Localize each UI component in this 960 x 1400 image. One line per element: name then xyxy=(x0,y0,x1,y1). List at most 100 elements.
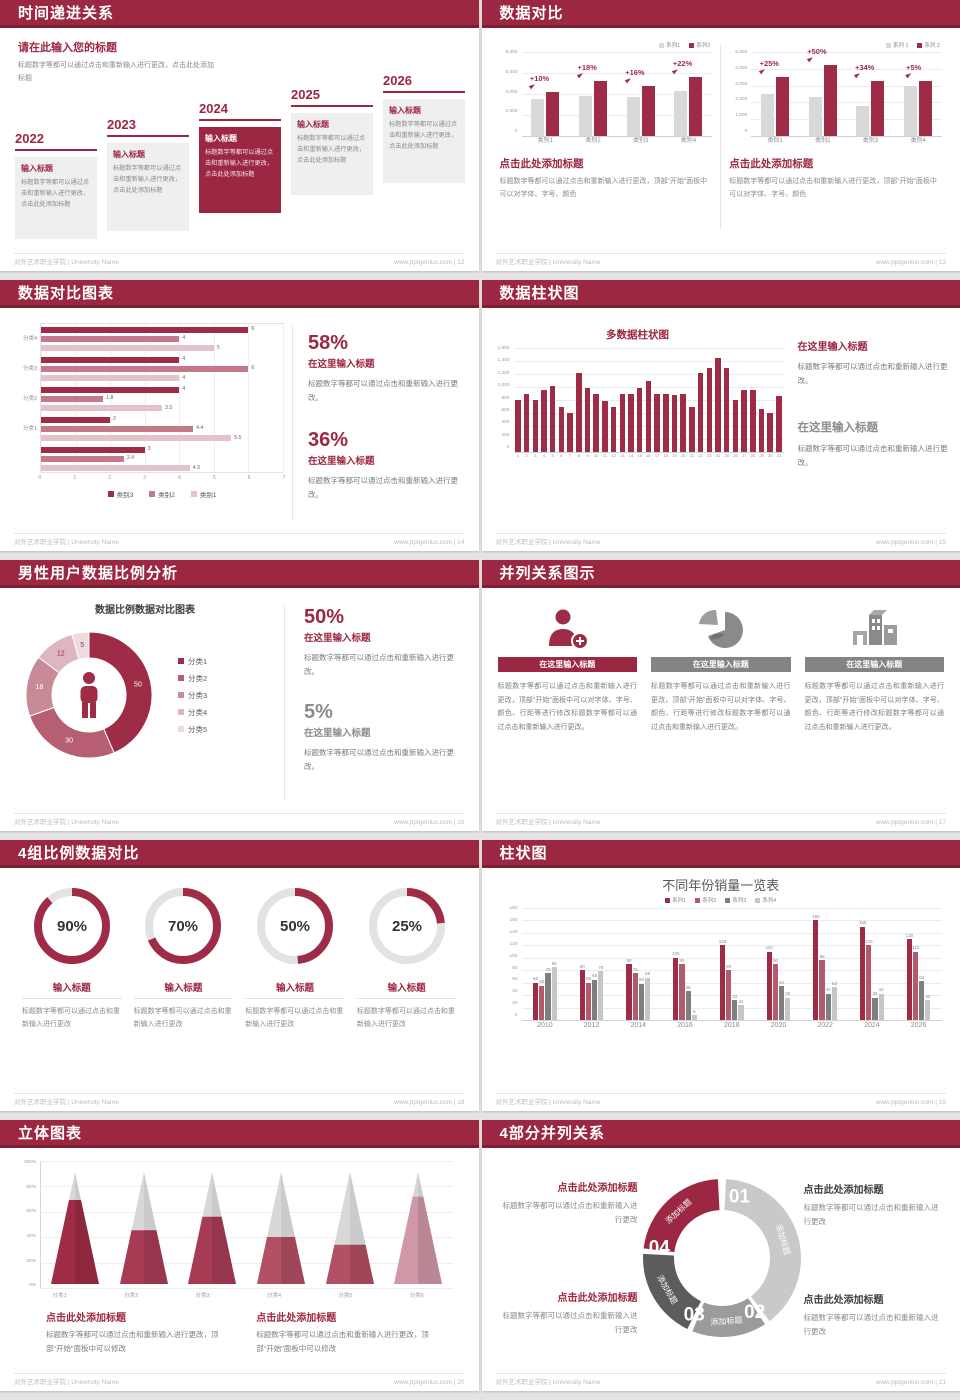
timeline-step: 2025 输入标题 标题数字等都可以通过点击和重新输入进行更改，点击此处添加标题 xyxy=(291,87,373,195)
pie-3d-icon xyxy=(651,601,791,657)
bar-group xyxy=(688,348,697,452)
bar-value-label: 4 xyxy=(182,386,186,393)
legend-swatch xyxy=(689,42,695,48)
slide-17[interactable]: 并列关系图示 在这里输入标题 标题数字等都可以通过点击和重新输入进行更改，顶部“… xyxy=(481,560,960,831)
block-body: 标题数字等都可以通过点击和重新输入进行更改，顶部“开始”面板中可以对字体、字号、… xyxy=(499,178,708,198)
legend-item: 分类3 xyxy=(178,690,207,701)
bar-group xyxy=(522,348,531,452)
bar-group xyxy=(696,348,705,452)
slide-header: 时间递进关系 xyxy=(0,0,479,28)
bar-value-label: 1.8 xyxy=(106,395,114,402)
vc-bw: 36 xyxy=(872,908,878,1020)
legend-swatch xyxy=(190,491,197,497)
footer-right: www.pptgenius.com | 15 xyxy=(875,539,946,546)
div xyxy=(41,1211,453,1213)
vc-bw: 150 xyxy=(859,908,866,1020)
bar xyxy=(598,971,604,1020)
vc-bw xyxy=(723,348,730,452)
bar-group xyxy=(531,348,540,452)
step-box-body: 标题数字等都可以通过点击和重新输入进行更改，点击此处添加标题 xyxy=(297,135,366,164)
text: 02 xyxy=(744,1302,765,1323)
legend-label: 类别2 xyxy=(158,492,175,499)
bar xyxy=(719,945,726,1020)
vc-bw xyxy=(558,348,565,452)
bar xyxy=(663,393,669,452)
bar xyxy=(823,65,837,136)
bar xyxy=(523,393,530,452)
bar xyxy=(732,400,739,452)
bar-group xyxy=(557,348,566,452)
bar xyxy=(41,326,249,333)
vc-bw: 120 xyxy=(865,908,873,1020)
bar-value-label: 100 xyxy=(671,951,680,957)
slide-16[interactable]: 男性用户数据比例分析 数据比例数据对比图表 50 30 18 12 5 分类1 分类2 分类3… xyxy=(0,560,479,831)
vc-bw xyxy=(523,348,530,452)
bar-group xyxy=(574,348,583,452)
slide-12[interactable]: 时间递进关系 请在此输入您的标题 标题数字等都可以通过点击和重新输入进行更改，点… xyxy=(0,0,479,271)
circle xyxy=(145,888,222,964)
vc-grid xyxy=(521,1007,942,1009)
slide-21[interactable]: 4部分并列关系 点击此处添加标题 标题数字等都可以通过点击和重新输入进行更改 点… xyxy=(481,1120,960,1391)
block-heading: 点击此处添加标题 xyxy=(729,158,814,171)
text-block: 点击此处添加标题 标题数字等都可以通过点击和重新输入进行更改 xyxy=(498,1289,638,1338)
slide-footer: 对外艺术职业学院 | University Name www.pptgenius… xyxy=(495,253,946,266)
x-tick: 类别1 xyxy=(537,138,554,144)
annotation-text: +25% xyxy=(759,59,779,69)
slide-footer: 对外艺术职业学院 | University Name www.pptgenius… xyxy=(495,1373,946,1386)
bar xyxy=(632,973,638,1020)
slide-14[interactable]: 数据对比图表 分类4 分类3 分类2 分类1 6 4 5 4 6 4 4 1.8 3.5 2 4.4 5.5 3… xyxy=(0,280,479,551)
bar-group: 3 2.4 4.3 xyxy=(41,444,283,474)
text-column: 在这里输入标题 标题数字等都可以通过点击和重新输入进行更改。 在这里输入标题 标… xyxy=(798,335,950,470)
step-box-title: 输入标题 xyxy=(113,150,145,159)
x-tick: 分类6 xyxy=(409,1293,424,1299)
block-label: 在这里输入标题 xyxy=(797,342,868,353)
rect xyxy=(80,686,98,703)
polygon xyxy=(257,1236,306,1284)
group-label: 分类2 xyxy=(22,396,37,402)
bar xyxy=(41,336,180,342)
slide-19[interactable]: 柱状图 不同年份销量一览表 系列1 系列2 系列3 系列4 180 160 140 120 10… xyxy=(481,840,960,1111)
cone xyxy=(178,1166,247,1288)
text: 25% xyxy=(392,918,422,935)
div xyxy=(41,1288,453,1289)
hc-row: 4.3 xyxy=(41,465,283,472)
ring-chart: 70% xyxy=(145,888,222,964)
y-tick: 140 xyxy=(509,929,518,935)
block-body: 标题数字等都可以通过点击和重新输入进行更改，顶部“开始”面板中可以修改 xyxy=(256,1330,429,1354)
vc-grid xyxy=(521,995,942,997)
slide-15[interactable]: 数据柱状图 多数据柱状图 1,600 1,400 1,200 1,000 800 600 4… xyxy=(481,280,960,551)
step-box-body: 标题数字等都可以通过点击和重新输入进行更改，点击此处添加标题 xyxy=(21,179,90,208)
slide-18[interactable]: 4组比例数据对比 90% 输入标题 标题数字等都可以通过点击和重新输入进行更改 70%… xyxy=(0,840,479,1111)
bar-group: +22% xyxy=(665,52,713,136)
bar xyxy=(558,406,565,452)
slide-title: 男性用户数据比例分析 xyxy=(18,565,179,582)
bar xyxy=(856,105,870,136)
vc: 1,600 1,400 1,200 1,000 800 600 400 200 0 1 2 3 4 5 6 7… xyxy=(492,346,784,459)
cone-chart: 100% 80% 60% 40% 20% 0% 分类1 分类2 分类3 分类4 分类5 分类6 xyxy=(0,1151,479,1299)
footer-left: 对外艺术职业学院 | University Name xyxy=(495,1099,601,1106)
bar xyxy=(685,991,691,1020)
y-tick: 20 xyxy=(512,1001,518,1007)
bar xyxy=(626,97,640,136)
vc-grid xyxy=(513,361,784,362)
slide-20[interactable]: 立体图表 100% 80% 60% 40% 20% 0% 分类1 分类2 分类3 分类4 分类5 分类… xyxy=(0,1120,479,1391)
legend-item: 分类2 xyxy=(178,673,207,684)
x-tick: 26 xyxy=(733,453,738,458)
chart-title: 不同年份销量一览表 xyxy=(662,878,780,893)
vc-bw: 42 xyxy=(825,908,831,1020)
legend-item: 类别2 xyxy=(149,489,175,499)
bar-group xyxy=(679,348,688,452)
footer-right: www.pptgenius.com | 14 xyxy=(394,539,465,546)
polygon xyxy=(418,1196,443,1284)
parallel-item: 在这里输入标题 标题数字等都可以通过点击和重新输入进行更改，顶部“开始”面板中可… xyxy=(497,601,638,809)
item-body: 标题数字等都可以通过点击和重新输入进行更改，顶部“开始”面板中可以对字体、字号、… xyxy=(651,683,791,731)
x-tick: 2012 xyxy=(583,1022,600,1029)
item-body: 标题数字等都可以通过点击和重新输入进行更改，顶部“开始”面板中可以对字体、字号、… xyxy=(497,683,638,731)
bar xyxy=(706,367,713,452)
hc-row: 5 xyxy=(41,345,283,352)
plot-area: 6 4 5 4 6 4 4 1.8 3.5 2 4.4 5.5 3 2.4 4.3 xyxy=(40,323,284,473)
growth-annotation: +16% xyxy=(624,68,645,83)
bar-value-label: 3.5 xyxy=(165,404,173,411)
slide-13[interactable]: 数据对比 系列1 系列2 8,000 6,000 4,000 2,000 0 +10% +18%… xyxy=(481,0,960,271)
legend-label: 分类4 xyxy=(188,707,208,717)
